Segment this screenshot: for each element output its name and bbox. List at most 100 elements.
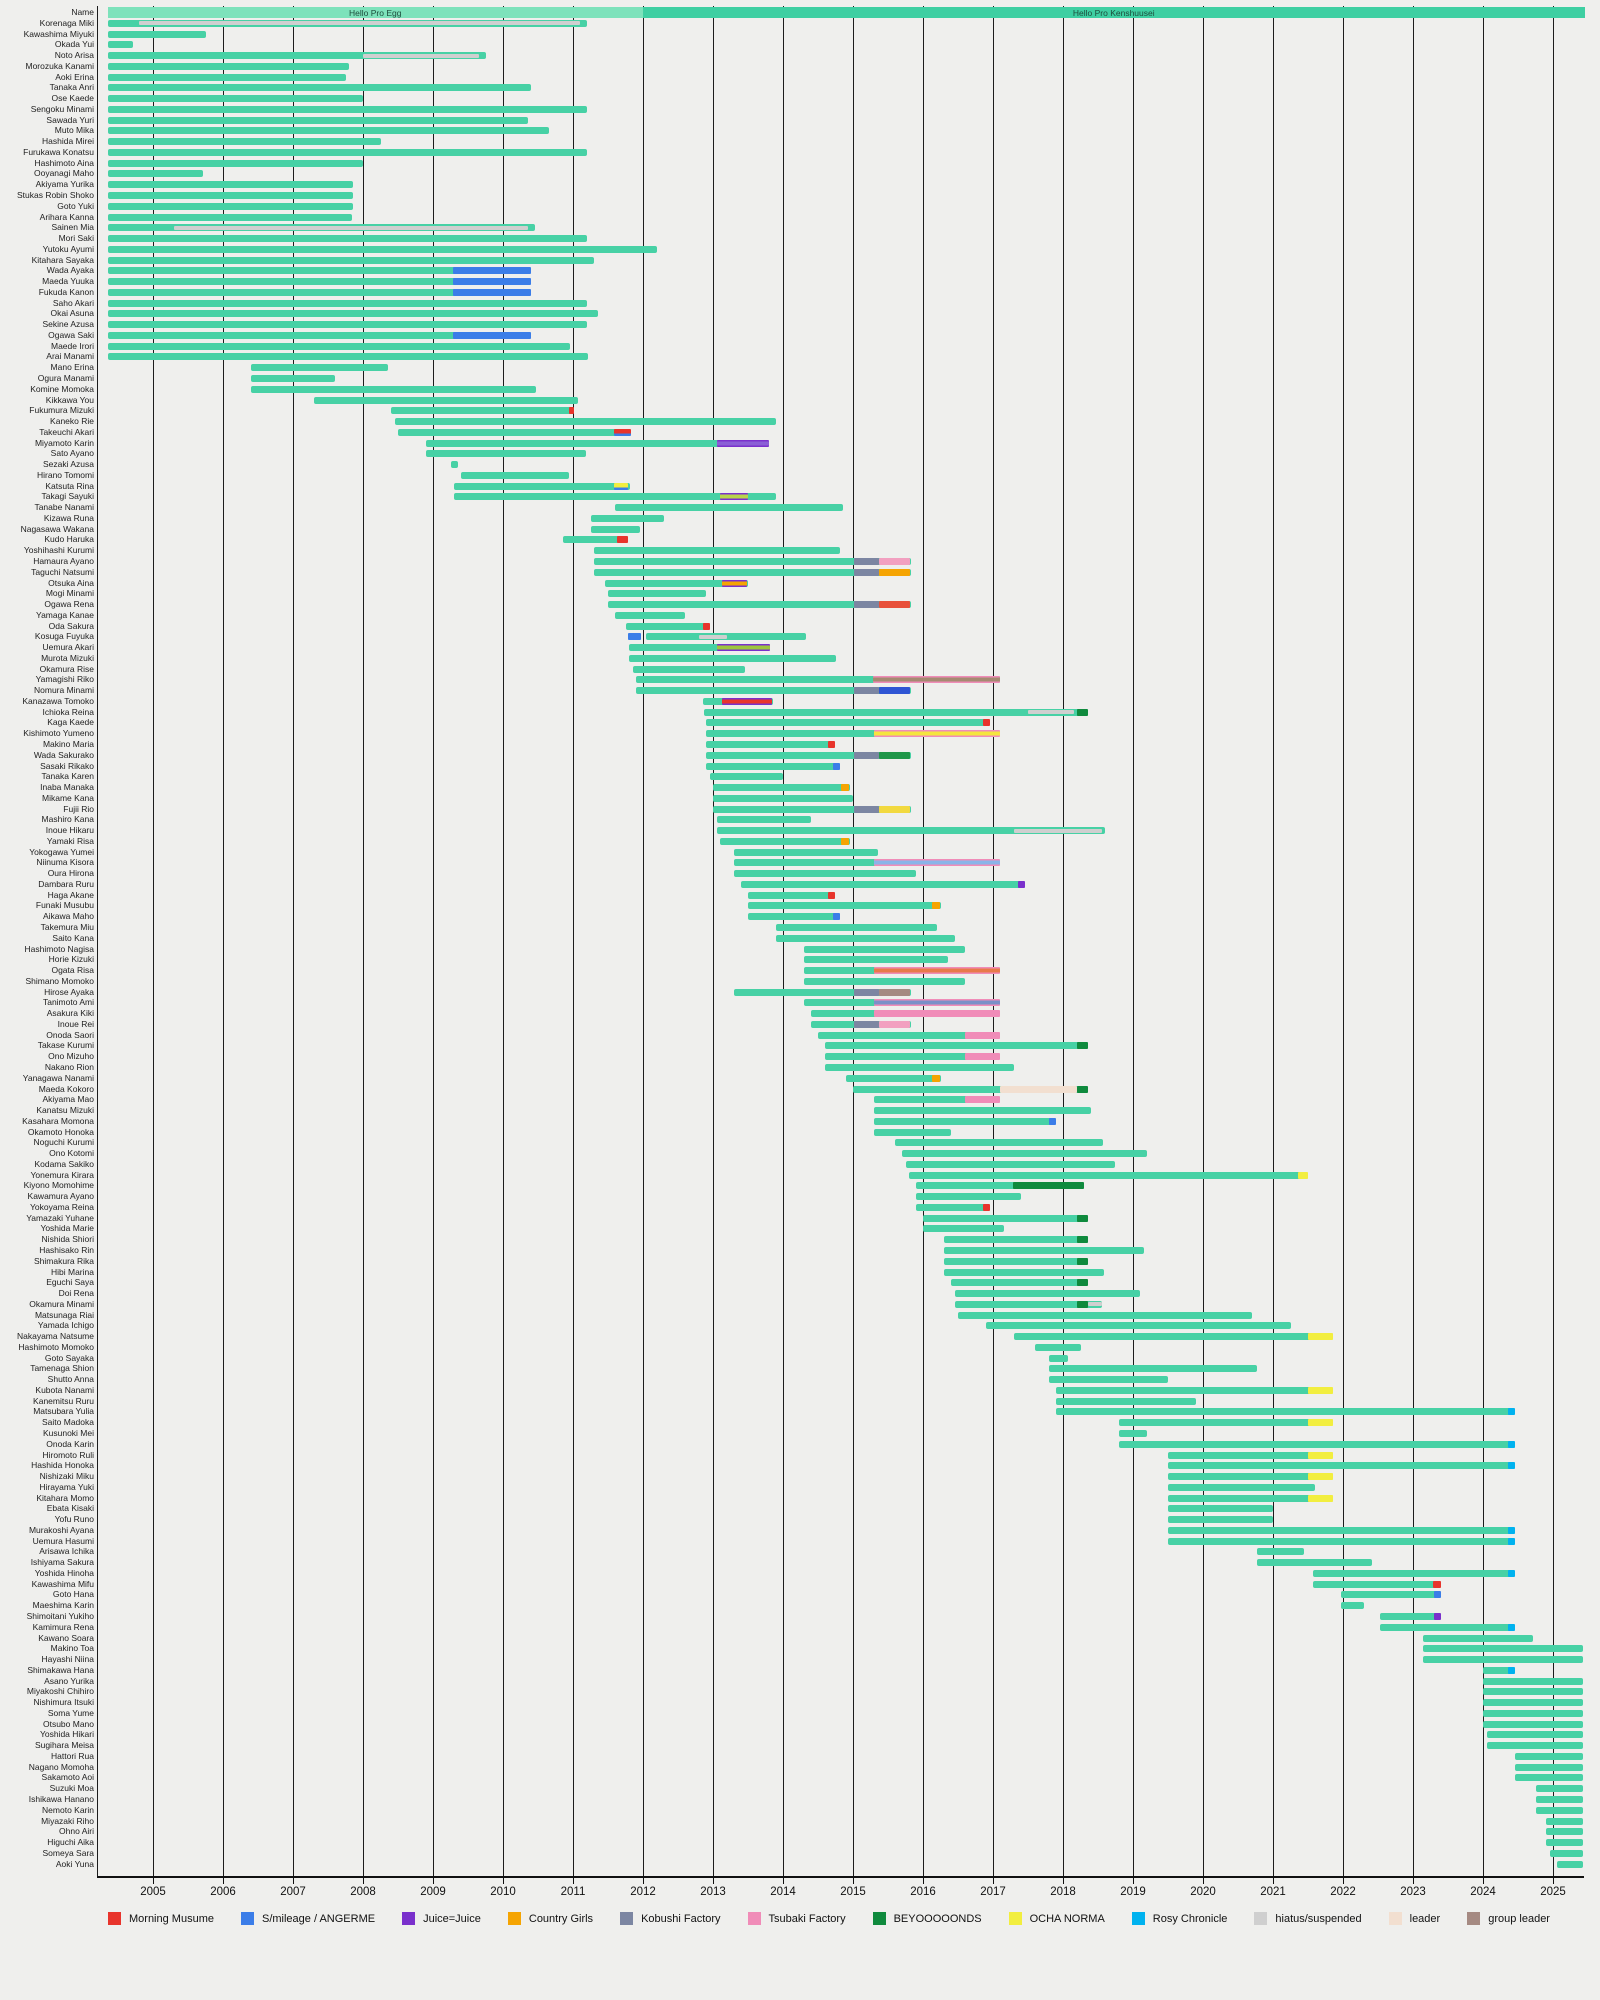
- tenure-bar: [604, 579, 748, 587]
- tenure-bar: [923, 1225, 1004, 1233]
- group-segment-mm: [617, 536, 628, 544]
- tenure-bar: [107, 353, 588, 361]
- row-label: Yamazaki Yuhane: [26, 1212, 94, 1223]
- legend-label: Juice=Juice: [423, 1912, 481, 1925]
- tenure-bar: [1168, 1451, 1334, 1459]
- tenure-bar: [895, 1139, 1103, 1147]
- row-label: Nishizaki Miku: [39, 1471, 94, 1482]
- group-segment-by: [1077, 708, 1088, 716]
- tenure-bar: [1483, 1677, 1584, 1685]
- row-label: Goto Yuki: [57, 200, 94, 211]
- row-label: Sawada Yuri: [46, 114, 94, 125]
- row-label: Hirayama Yuki: [39, 1481, 94, 1492]
- row-label: Hirano Tomomi: [36, 469, 94, 480]
- tenure-bar: [734, 870, 916, 878]
- tenure-bar: [636, 687, 912, 695]
- row-label: Okai Asuna: [50, 308, 94, 319]
- group-segment-cg: [841, 784, 850, 792]
- year-label-2008: 2008: [350, 1886, 376, 1898]
- row-label: Murota Mizuki: [41, 652, 94, 663]
- tenure-bar: [107, 138, 381, 146]
- tenure-bar: [734, 848, 878, 856]
- tenure-bar: [107, 288, 531, 296]
- row-label: Fukuda Kanon: [38, 286, 94, 297]
- legend-swatch-mm: [108, 1912, 121, 1925]
- group-segment-by: [1077, 1214, 1088, 1222]
- row-label: Funaki Musubu: [35, 900, 94, 911]
- tenure-bar: [107, 73, 346, 81]
- tenure-bar: [1049, 1376, 1168, 1384]
- legend-item-sm: S/mileage / ANGERME: [240, 1912, 375, 1925]
- tenure-bar: [1119, 1419, 1334, 1427]
- group-segment-sm: [1434, 1591, 1441, 1599]
- group-segment-jj: [720, 493, 748, 501]
- row-label: Ebata Kisaki: [46, 1503, 94, 1514]
- tenure-bar: [1256, 1548, 1304, 1556]
- legend-swatch-ld: [1388, 1912, 1402, 1925]
- tenure-bar: [874, 1107, 1091, 1115]
- group-segment-hi: [363, 53, 479, 58]
- row-label: Miyazaki Riho: [41, 1815, 94, 1826]
- tenure-bar: [615, 504, 843, 512]
- tick-2005: [153, 1878, 154, 1884]
- row-label: Hiromoto Ruli: [42, 1449, 95, 1460]
- tenure-bar: [1422, 1645, 1584, 1653]
- row-label: Ishikawa Hanano: [28, 1793, 94, 1804]
- group-segment-tf: [874, 999, 1000, 1007]
- group-segment-by: [1077, 1279, 1088, 1287]
- legend-item-ld: leader: [1388, 1912, 1440, 1925]
- tenure-bar: [636, 676, 1000, 684]
- legend-swatch-jj: [402, 1912, 416, 1925]
- year-label-2014: 2014: [770, 1886, 796, 1898]
- year-label-2009: 2009: [420, 1886, 446, 1898]
- gridline-2009: [433, 6, 434, 1876]
- year-label-2015: 2015: [840, 1886, 866, 1898]
- gridline-2017: [993, 6, 994, 1876]
- tenure-bar: [713, 805, 912, 813]
- row-label: Shimano Momoko: [25, 975, 94, 986]
- group-segment-by: [1012, 1182, 1084, 1190]
- tenure-bar: [1014, 1333, 1334, 1341]
- tenure-bar: [107, 321, 587, 329]
- group-segment-by: [1077, 1042, 1088, 1050]
- gridline-2007: [293, 6, 294, 1876]
- legend-label: Kobushi Factory: [641, 1912, 721, 1925]
- tenure-bar: [804, 956, 948, 964]
- row-label: Hashisako Rin: [39, 1244, 94, 1255]
- group-segment-rc: [1507, 1623, 1515, 1631]
- row-label: Yoshihashi Kurumi: [23, 545, 94, 556]
- row-label: Shimoitani Yukiho: [26, 1610, 94, 1621]
- row-label: Maeda Yuuka: [42, 276, 94, 287]
- row-label: Noguchi Kurumi: [33, 1137, 94, 1148]
- group-segment-rc: [1507, 1666, 1515, 1674]
- row-label: Makino Maria: [42, 739, 94, 750]
- row-label: Noto Arisa: [54, 50, 94, 61]
- tenure-bar: [1049, 1365, 1257, 1373]
- row-label: Muto Mika: [54, 125, 94, 136]
- legend-label: hiatus/suspended: [1275, 1912, 1362, 1925]
- row-label: Sengoku Minami: [30, 103, 94, 114]
- tenure-bar: [1483, 1709, 1584, 1717]
- tenure-bar: [594, 568, 912, 576]
- legend: Morning Musume S/mileage / ANGERME Juice=J…: [108, 1912, 1550, 1925]
- tenure-bar: [1168, 1473, 1334, 1481]
- gridline-2006: [223, 6, 224, 1876]
- tenure-bar: [734, 988, 912, 996]
- tenure-bar: [629, 654, 836, 662]
- row-label: Sugihara Meisa: [34, 1740, 94, 1751]
- tenure-bar: [741, 880, 1025, 888]
- legend-item-gl: group leader: [1467, 1912, 1550, 1925]
- row-label: Takeuchi Akari: [39, 426, 94, 437]
- tenure-bar: [251, 385, 536, 393]
- tenure-bar: [776, 934, 955, 942]
- tenure-bar: [107, 52, 486, 60]
- tenure-bar: [1535, 1785, 1584, 1793]
- group-segment-hi: [699, 634, 727, 639]
- group-segment-2f55d4: [878, 687, 911, 695]
- year-label-2024: 2024: [1470, 1886, 1496, 1898]
- tenure-bar: [709, 773, 783, 781]
- tenure-bar: [107, 192, 353, 199]
- header-segment-egg: Hello Pro Egg: [107, 7, 643, 18]
- legend-label: Country Girls: [528, 1912, 594, 1925]
- row-label: Yokoyama Reina: [30, 1201, 94, 1212]
